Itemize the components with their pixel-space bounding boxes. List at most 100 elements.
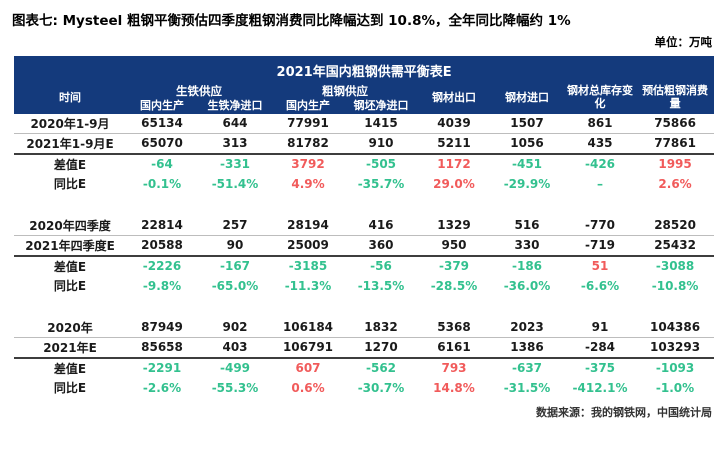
spacer-cell [14,194,714,216]
cell-value: -505 [365,157,397,172]
row-label: 2020年四季度 [14,215,126,237]
cell-value: 4.9% [291,176,325,191]
cell-value: -426 [584,157,616,172]
cell-value: 85658 [126,337,198,359]
table-row: 2021年1-9月E 65070 313 81782 910 5211 1056 435 778… [14,133,715,155]
cell-value: 1329 [418,215,490,237]
cell-value: -719 [564,235,636,257]
cell-value: -31.5% [503,380,551,395]
group-header-row: 时间 生铁供应 粗钢供应 钢材出口 钢材进口 钢材总库存变化 预估粗钢消费量 [14,82,715,114]
table-row: 2021年E 85658 403 106791 1270 6161 1386 -284 1032… [14,337,715,359]
spacer-row [14,296,714,318]
cell-value: -35.7% [357,176,405,191]
col-group-pig-iron-supply: 生铁供应 [126,82,272,99]
cell-value: -167 [219,259,251,274]
cell-value: 1172 [437,157,471,172]
cell-value: -2.6% [142,380,182,395]
cell-value: 2023 [490,317,564,339]
cell-value: -0.1% [142,176,182,191]
col-group-crude-steel-supply: 粗钢供应 [272,82,418,99]
cell-value: 106791 [272,337,344,359]
col-header-pig-iron-net-imports: 生铁净进口 [198,99,272,114]
cell-value: 607 [295,361,321,376]
cell-value: 3792 [291,157,325,172]
cell-value: 87949 [126,317,198,339]
row-label: 同比E [53,381,87,396]
cell-value: 1386 [490,337,564,359]
cell-value: 77991 [272,113,344,135]
sub-header-row: 国内生产 生铁净进口 国内生产 钢坯净进口 [14,99,714,114]
cell-value: -56 [370,259,392,274]
row-label: 2021年E [14,337,126,359]
table-row: 同比E -9.8% -65.0% -11.3% -13.5% -28.5% -36.0% -6… [14,276,714,296]
table-row: 同比E -0.1% -51.4% 4.9% -35.7% 29.0% -29.9% – 2.6% [14,174,714,194]
cell-value: -29.9% [503,176,551,191]
cell-value: 0.6% [291,380,325,395]
cell-value: 1270 [344,337,418,359]
cell-value: 75866 [636,113,715,135]
cell-value: -13.5% [357,278,405,293]
row-label: 差值E [53,157,87,172]
table-row: 2021年四季度E 20588 90 25009 360 950 330 -719 25432 [14,235,715,257]
row-label: 差值E [53,361,87,376]
cell-value: -1.0% [655,380,695,395]
col-header-steel-exports: 钢材出口 [418,82,490,114]
col-header-pig-iron-domestic-production: 国内生产 [126,99,198,114]
cell-value: 104386 [636,317,715,339]
cell-value: -36.0% [503,278,551,293]
cell-value: 51 [591,259,609,274]
unit-label: 单位：万吨 [654,35,713,49]
table-row: 差值E -2226 -167 -3185 -56 -379 -186 51 -3088 [14,256,714,276]
cell-value: -30.7% [357,380,405,395]
cell-value: -451 [511,157,543,172]
row-label: 2021年1-9月E [14,133,126,155]
cell-value: 28194 [272,215,344,237]
cell-value: 29.0% [433,176,475,191]
cell-value: -11.3% [284,278,332,293]
cell-value: 1056 [490,133,564,155]
cell-value: 403 [198,337,272,359]
cell-value: 81782 [272,133,344,155]
row-label: 2021年四季度E [14,235,126,257]
cell-value: -375 [584,361,616,376]
row-label: 同比E [53,279,87,294]
cell-value: 65070 [126,133,198,155]
table-row: 2020年1-9月 65134 644 77991 1415 4039 1507 861 758… [14,113,715,135]
cell-value: -186 [511,259,543,274]
cell-value: 950 [418,235,490,257]
spacer-row [14,194,714,216]
cell-value: -10.8% [651,278,699,293]
row-label: 差值E [53,259,87,274]
cell-value: -379 [438,259,470,274]
cell-value: 20588 [126,235,198,257]
cell-value: -64 [151,157,173,172]
cell-value: -3185 [288,259,328,274]
table-row: 2020年四季度 22814 257 28194 416 1329 516 -770 28520 [14,215,715,237]
cell-value: 90 [198,235,272,257]
table-row: 2020年 87949 902 106184 1832 5368 2023 91 104386 [14,317,715,339]
cell-value: -412.1% [572,380,628,395]
cell-value: 1507 [490,113,564,135]
cell-value: -499 [219,361,251,376]
table-body: 2020年1-9月 65134 644 77991 1415 4039 1507 861 758… [14,113,715,398]
cell-value: -331 [219,157,251,172]
cell-value: 902 [198,317,272,339]
cell-value: 14.8% [433,380,475,395]
figure-title: 图表七: Mysteel 粗钢平衡预估四季度粗钢消费同比降幅达到 10.8%，全… [12,13,571,29]
cell-value: 416 [344,215,418,237]
col-header-billet-net-imports: 钢坯净进口 [344,99,418,114]
cell-value: – [597,176,603,191]
cell-value: -65.0% [211,278,259,293]
cell-value: 257 [198,215,272,237]
table-title-row: 2021年国内粗钢供需平衡表E [14,56,715,82]
cell-value: 25009 [272,235,344,257]
cell-value: 1415 [344,113,418,135]
cell-value: 910 [344,133,418,155]
cell-value: 22814 [126,215,198,237]
cell-value: -51.4% [211,176,259,191]
cell-value: 1832 [344,317,418,339]
table-title: 2021年国内粗钢供需平衡表E [14,56,715,82]
cell-value: 2.6% [658,176,692,191]
cell-value: 861 [564,113,636,135]
